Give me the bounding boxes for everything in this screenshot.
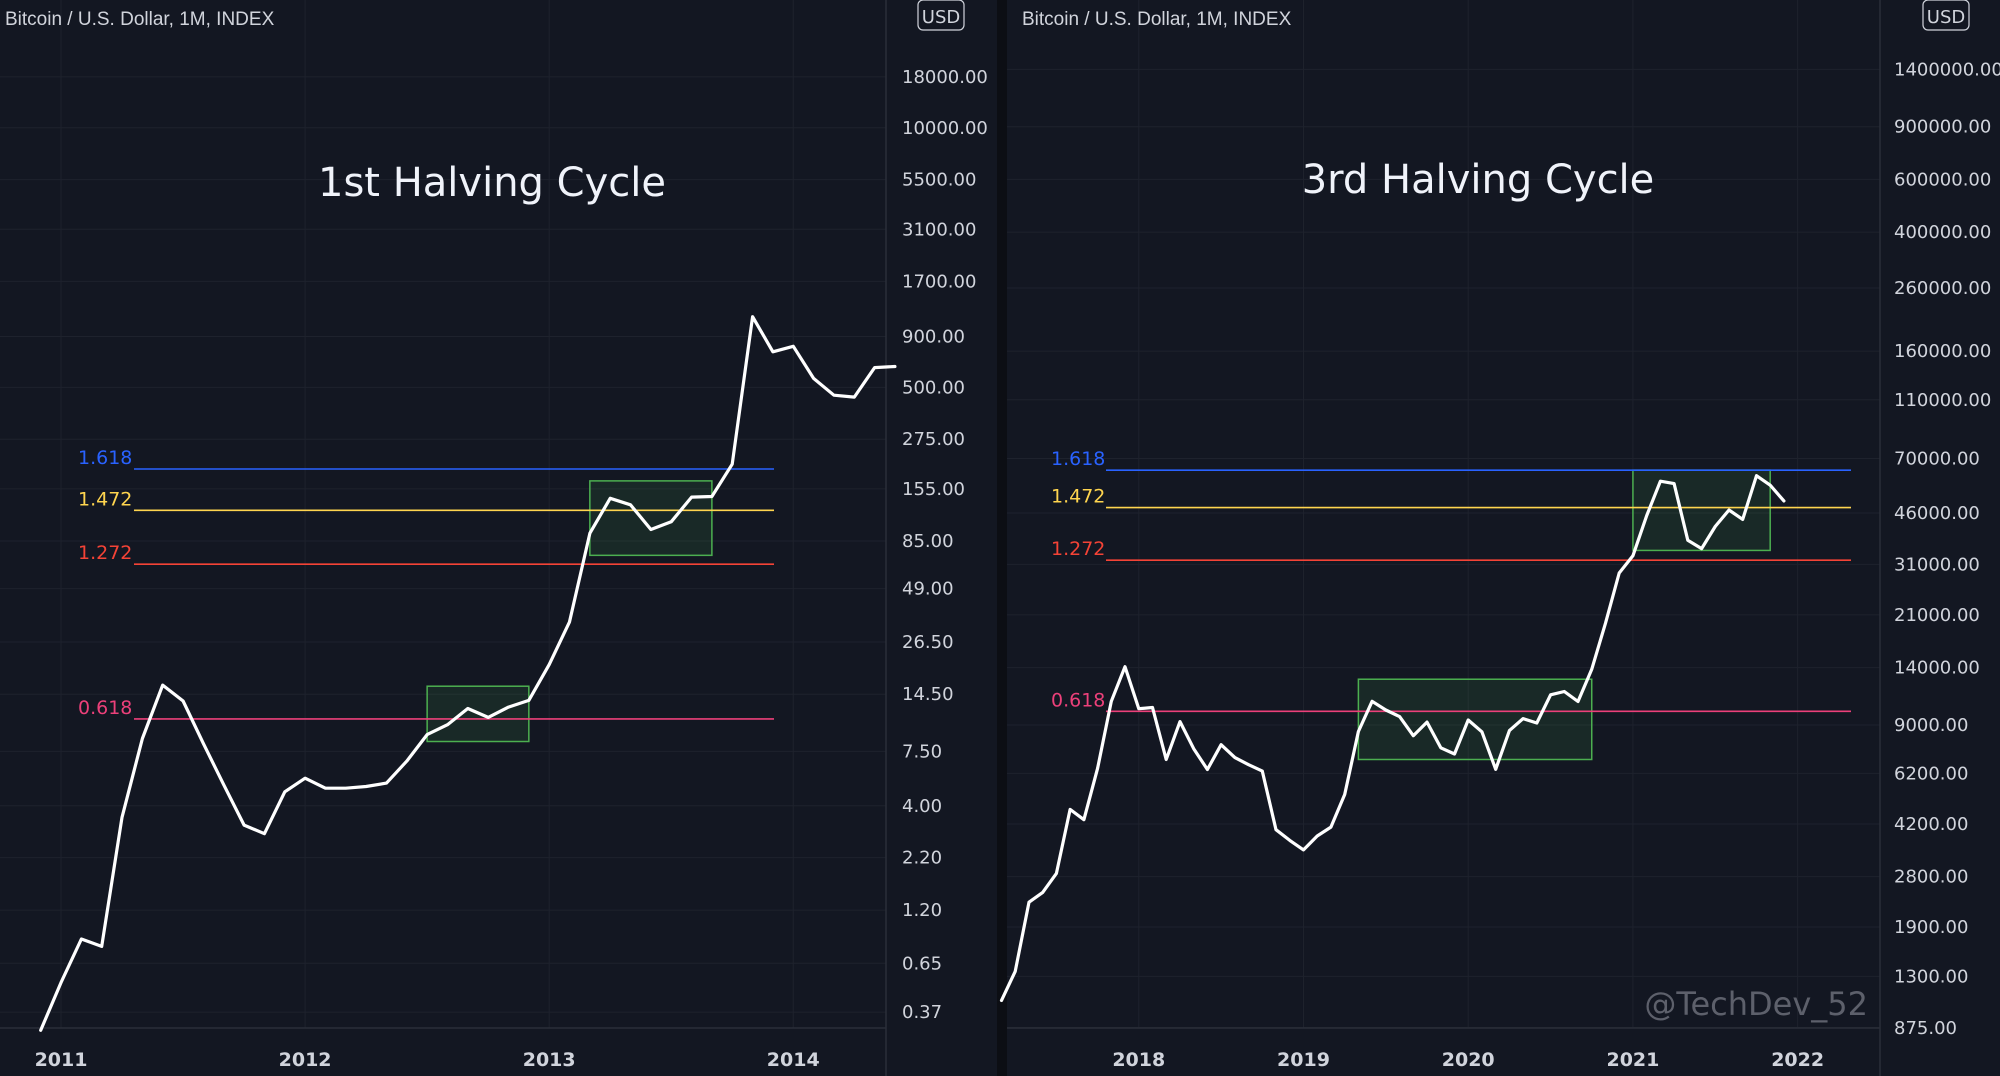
- chart-1-x-tick-label: 2013: [523, 1049, 576, 1071]
- chart-2-consolidation-box: [1357, 678, 1593, 761]
- watermark: @TechDev_52: [1644, 985, 1868, 1023]
- chart-1-currency-label: USD: [922, 7, 960, 28]
- chart-1-currency-badge[interactable]: USD: [917, 0, 965, 31]
- chart-1-currency-badge-box: [917, 0, 965, 31]
- chart-2-y-tick-label: 260000.00: [1894, 278, 1991, 299]
- chart-2-zones: [1357, 469, 1771, 761]
- chart-2-x-tick-label: 2019: [1277, 1049, 1330, 1071]
- chart-2-y-tick-label: 400000.00: [1894, 222, 1991, 243]
- chart-2-y-tick-label: 600000.00: [1894, 169, 1991, 190]
- chart-2-y-tick-label: 1900.00: [1894, 917, 1968, 938]
- chart-2-price-line: [999, 474, 1786, 1003]
- chart-1-fib-label-1-272: 1.272: [78, 542, 132, 564]
- chart-2-y-tick-label: 21000.00: [1894, 605, 1980, 626]
- chart-1-y-tick-label: 0.37: [902, 1002, 942, 1023]
- chart-1-fib-levels: 1.618 1.472 1.272 0.618: [78, 447, 774, 720]
- chart-1-y-tick-label: 10000.00: [902, 118, 988, 139]
- chart-1-y-tick-label: 4.00: [902, 796, 942, 817]
- chart-1-y-tick-label: 85.00: [902, 531, 954, 552]
- chart-2-x-tick-label: 2022: [1771, 1049, 1824, 1071]
- chart-2-y-tick-label: 70000.00: [1894, 449, 1980, 470]
- chart-2-y-tick-label: 900000.00: [1894, 117, 1991, 138]
- chart-2-fib-label-1-472: 1.472: [1051, 486, 1105, 508]
- chart-2-currency-badge[interactable]: USD: [1922, 0, 1970, 31]
- chart-1-y-axis: 18000.00 10000.00 5500.00 3100.00 1700.00 900…: [902, 67, 988, 1023]
- chart-1-y-tick-label: 1.20: [902, 900, 942, 921]
- chart-2-y-tick-label: 1400000.00: [1894, 59, 2000, 80]
- chart-2-y-tick-label: 31000.00: [1894, 554, 1980, 575]
- chart-2-y-axis: 1400000.00 900000.00 600000.00 400000.00 260…: [1894, 59, 2000, 1038]
- chart-2-header: Bitcoin / U.S. Dollar, 1M, INDEX: [1022, 9, 1292, 30]
- chart-1-y-tick-label: 500.00: [902, 377, 965, 398]
- chart-1-y-tick-label: 900.00: [902, 326, 965, 347]
- chart-2-x-tick-label: 2018: [1112, 1049, 1165, 1071]
- chart-1-y-tick-label: 3100.00: [902, 219, 976, 240]
- chart-2-y-tick-label: 875.00: [1894, 1018, 1957, 1039]
- chart-1-x-tick-label: 2011: [35, 1049, 88, 1071]
- chart-1-y-tick-label: 26.50: [902, 632, 954, 653]
- chart-2-y-tick-label: 14000.00: [1894, 658, 1980, 679]
- chart-2-y-tick-label: 2800.00: [1894, 867, 1968, 888]
- chart-1-y-tick-label: 2.20: [902, 848, 942, 869]
- chart-2-y-tick-label: 4200.00: [1894, 814, 1968, 835]
- chart-2-x-tick-label: 2020: [1442, 1049, 1495, 1071]
- chart-1-y-tick-label: 7.50: [902, 741, 942, 762]
- chart-1-fib-label-1-472: 1.472: [78, 488, 132, 510]
- chart-2-y-tick-label: 1300.00: [1894, 966, 1968, 987]
- chart-1-title: 1st Halving Cycle: [318, 160, 666, 206]
- chart-1-y-tick-label: 155.00: [902, 479, 965, 500]
- chart-1-y-tick-label: 0.65: [902, 953, 942, 974]
- chart-2-y-tick-label: 110000.00: [1894, 390, 1991, 411]
- chart-2-fib-label-1-618: 1.618: [1051, 448, 1105, 470]
- chart-1-series: [39, 315, 897, 1032]
- pane-divider[interactable]: [997, 0, 1007, 1076]
- chart-2-y-tick-label: 160000.00: [1894, 341, 1991, 362]
- chart-2-x-axis: 2018 2019 2020 2021 2022: [1112, 1049, 1824, 1071]
- chart-1-y-tick-label: 5500.00: [902, 170, 976, 191]
- chart-2-y-tick-label: 9000.00: [1894, 715, 1968, 736]
- chart-2-fib-label-1-272: 1.272: [1051, 538, 1105, 560]
- chart-1-fib-label-1-618: 1.618: [78, 447, 132, 469]
- chart-2-y-tick-label: 46000.00: [1894, 503, 1980, 524]
- chart-2-y-tick-label: 6200.00: [1894, 763, 1968, 784]
- chart-2-fib-label-0-618: 0.618: [1051, 689, 1105, 711]
- chart-1-y-tick-label: 1700.00: [902, 271, 976, 292]
- chart-1-fib-label-0-618: 0.618: [78, 697, 132, 719]
- chart-1-y-tick-label: 49.00: [902, 579, 954, 600]
- chart-2-consolidation-box: [1632, 469, 1771, 552]
- chart-2: Bitcoin / U.S. Dollar, 1M, INDEX 3rd Hal…: [999, 0, 2000, 1076]
- chart-1-price-line: [39, 315, 897, 1032]
- chart-1-grid: [0, 0, 886, 1028]
- chart-2-x-tick-label: 2021: [1606, 1049, 1659, 1071]
- chart-2-title: 3rd Halving Cycle: [1302, 157, 1655, 203]
- chart-2-fib-levels: 1.618 1.472 1.272 0.618: [1051, 448, 1851, 713]
- chart-1-y-tick-label: 14.50: [902, 684, 954, 705]
- chart-1-y-tick-label: 275.00: [902, 429, 965, 450]
- chart-1-consolidation-box: [589, 480, 713, 557]
- chart-2-series: [999, 474, 1786, 1003]
- chart-1-x-tick-label: 2014: [767, 1049, 820, 1071]
- chart-1-header: Bitcoin / U.S. Dollar, 1M, INDEX: [5, 9, 275, 30]
- chart-1-y-tick-label: 18000.00: [902, 67, 988, 88]
- chart-2-currency-label: USD: [1927, 7, 1965, 28]
- chart-2-currency-badge-box: [1922, 0, 1970, 31]
- chart-1-zones: [426, 480, 713, 743]
- chart-1-x-tick-label: 2012: [279, 1049, 332, 1071]
- chart-1: Bitcoin / U.S. Dollar, 1M, INDEX 1st Hal…: [0, 0, 988, 1076]
- chart-1-x-axis: 2011 2012 2013 2014: [35, 1049, 820, 1071]
